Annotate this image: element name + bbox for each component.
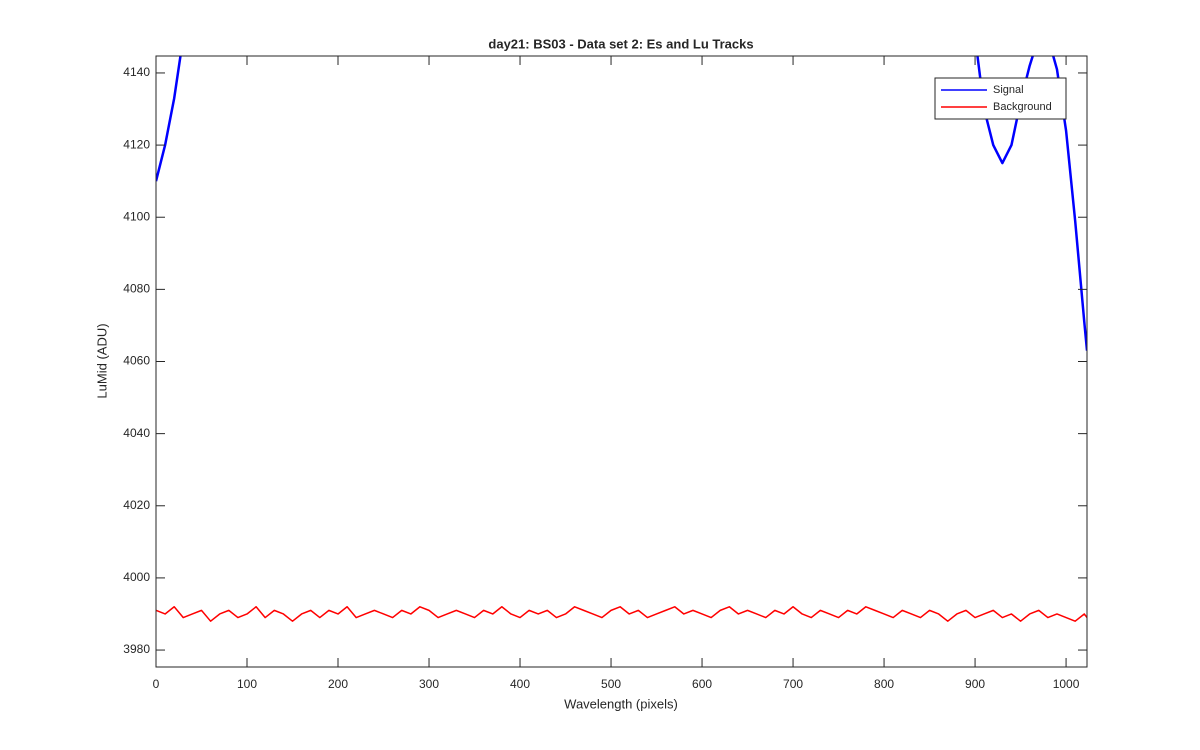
y-tick-label: 4080 [123, 282, 150, 296]
x-axis-label: Wavelength (pixels) [564, 696, 678, 711]
x-tick-label: 900 [965, 677, 985, 691]
x-tick-label: 800 [874, 677, 894, 691]
legend-box [934, 77, 1067, 120]
y-tick-label: 4140 [123, 65, 150, 79]
x-tick-label: 0 [153, 677, 160, 691]
y-tick-label: 4100 [123, 209, 150, 223]
legend-label: Signal [993, 84, 1024, 96]
y-tick-label: 4060 [123, 354, 150, 368]
x-tick-label: 500 [601, 677, 621, 691]
y-tick-label: 3980 [123, 642, 150, 656]
x-tick-label: 400 [510, 677, 530, 691]
x-tick-label: 600 [692, 677, 712, 691]
x-tick-label: 1000 [1053, 677, 1080, 691]
y-tick-label: 4120 [123, 137, 150, 151]
series-line [156, 606, 1087, 622]
plot-area [156, 56, 1087, 622]
legend-label: Background [993, 101, 1052, 113]
chart-title: day21: BS03 - Data set 2: Es and Lu Trac… [488, 36, 753, 51]
x-tick-label: 200 [328, 677, 348, 691]
series-line [156, 56, 1087, 351]
y-axis-label: LuMid (ADU) [94, 323, 109, 398]
x-tick-label: 100 [237, 677, 257, 691]
y-tick-label: 4000 [123, 570, 150, 584]
y-tick-label: 4020 [123, 498, 150, 512]
y-tick-label: 4040 [123, 426, 150, 440]
x-tick-label: 300 [419, 677, 439, 691]
x-tick-label: 700 [783, 677, 803, 691]
